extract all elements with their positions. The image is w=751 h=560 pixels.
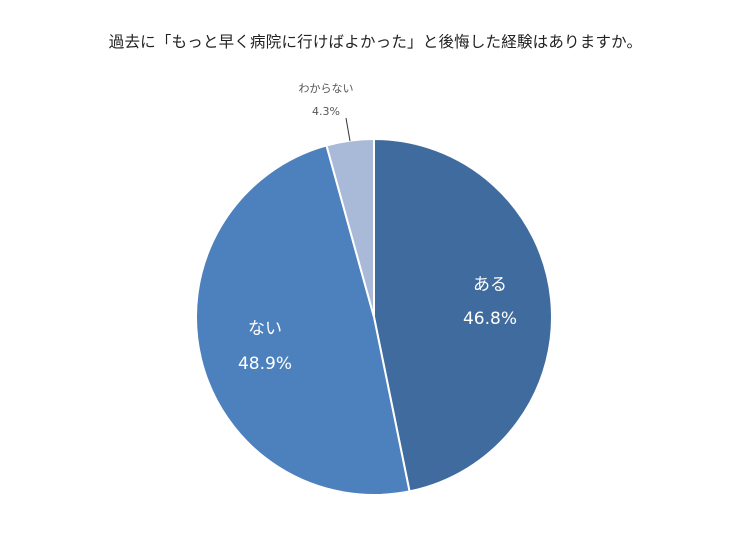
- slice-category-label-1: ない: [248, 319, 282, 339]
- pie-slice-1: [195, 144, 411, 496]
- slice-value-label-2: 4.3%: [312, 105, 340, 118]
- slice-category-label-2: わからない: [299, 82, 354, 95]
- slice-category-label-0: ある: [473, 275, 507, 295]
- slice-value-label-0: 46.8%: [463, 309, 517, 329]
- leader-line-2: [345, 117, 351, 142]
- pie-slices: [195, 138, 553, 496]
- pie-labels: ある 46.8% ない 48.9% わからない 4.3%: [238, 82, 517, 374]
- slice-value-label-1: 48.9%: [238, 354, 292, 374]
- chart-title: 過去に「もっと早く病院に行けばよかった」と後悔した経験はありますか。: [108, 33, 643, 51]
- pie-slice-0: [373, 138, 553, 493]
